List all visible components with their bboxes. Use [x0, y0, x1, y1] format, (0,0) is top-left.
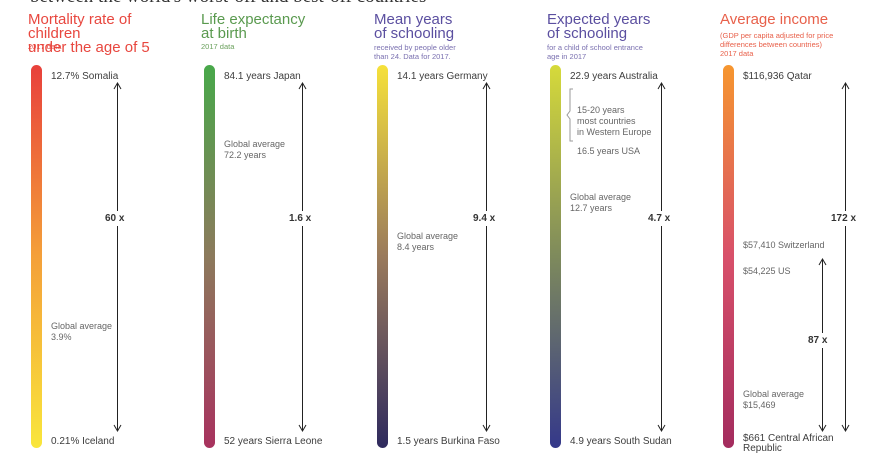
- top-label: 84.1 years Japan: [224, 71, 301, 82]
- panel-subtitle: (GDP per capita adjusted for price differ…: [720, 31, 834, 58]
- panel-subtitle: received by people older than 24. Data fo…: [374, 43, 456, 61]
- panel-child-mortality: Mortality rate of children under the age …: [28, 0, 188, 450]
- gradient-bar: [377, 65, 388, 448]
- ratio-label: 1.6 x: [289, 211, 312, 226]
- bottom-label: 1.5 years Burkina Faso: [397, 436, 500, 447]
- ratio-label: 60 x: [105, 211, 125, 226]
- gradient-bar: [31, 65, 42, 448]
- bottom-label: 4.9 years South Sudan: [570, 436, 672, 447]
- global-average-note: Global average 72.2 years: [224, 139, 286, 160]
- chart-subtitle: between the world's worst-off and best-o…: [30, 0, 426, 8]
- panel-title: Life expectancy at birth: [201, 11, 306, 42]
- gradient-bar: [204, 65, 215, 448]
- us-note: $54,225 US: [743, 266, 791, 276]
- range-arrow: [482, 82, 491, 432]
- top-label: $116,936 Qatar: [743, 71, 812, 82]
- panel-title: Mean years of schooling: [374, 11, 455, 42]
- bottom-label: 52 years Sierra Leone: [224, 436, 323, 447]
- ratio-label: 172 x: [831, 211, 857, 226]
- panel-life-expectancy: Life expectancy at birth 2017 data 84.1 y…: [201, 0, 361, 450]
- ratio-label: 9.4 x: [473, 211, 496, 226]
- panel-title: Mortality rate of children under the age …: [28, 11, 150, 56]
- global-average-note: Global average 8.4 years: [397, 231, 459, 252]
- range-arrow: [841, 82, 850, 432]
- panel-subtitle: for a child of school entrance age in 201…: [547, 43, 643, 61]
- range-bracket: [566, 88, 573, 142]
- range-arrow: [113, 82, 122, 432]
- panel-title: Average income: [720, 11, 829, 28]
- range-arrow: [657, 82, 666, 432]
- panel-subtitle: 2017 data: [28, 42, 62, 51]
- top-label: 12.7% Somalia: [51, 71, 119, 82]
- western-europe-note: 15-20 years most countries in Western Euro…: [577, 105, 652, 137]
- usa-note: 16.5 years USA: [577, 146, 641, 156]
- panel-title: Expected years of schooling: [547, 11, 651, 42]
- secondary-ratio-label: 87 x: [808, 333, 828, 348]
- panel-average-income: Average income (GDP per capita adjusted …: [720, 0, 877, 454]
- top-label: 14.1 years Germany: [397, 71, 488, 82]
- bottom-label: 0.21% Iceland: [51, 436, 115, 447]
- panel-expected-schooling: Expected years of schooling for a child o…: [547, 0, 707, 450]
- ratio-label: 4.7 x: [648, 211, 671, 226]
- bottom-label: $661 Central African Republic: [743, 433, 834, 454]
- global-average-note: Global average 12.7 years: [570, 192, 632, 213]
- range-arrow: [298, 82, 307, 432]
- panel-mean-schooling: Mean years of schooling received by peopl…: [374, 0, 534, 450]
- panel-subtitle: 2017 data: [201, 42, 235, 51]
- top-label: 22.9 years Australia: [570, 71, 658, 82]
- gradient-bar: [723, 65, 734, 448]
- gradient-bar: [550, 65, 561, 448]
- switzerland-note: $57,410 Switzerland: [743, 240, 825, 250]
- global-average-note: Global average 3.9%: [51, 321, 113, 342]
- global-average-note: Global average $15,469: [743, 389, 805, 410]
